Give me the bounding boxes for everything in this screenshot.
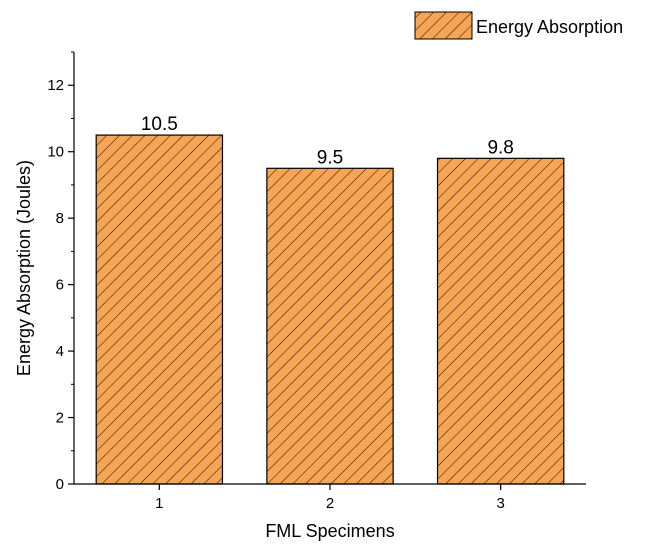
bar-2	[266, 167, 394, 485]
y-tick-label-10: 10	[47, 144, 64, 161]
y-tick-label-6: 6	[56, 277, 64, 294]
y-tick-label-8: 8	[56, 210, 64, 227]
x-ticks-group: 1 2 3	[155, 484, 505, 512]
x-tick-label-3: 3	[496, 495, 504, 512]
bar-3	[436, 157, 565, 485]
y-tick-label-2: 2	[56, 410, 64, 427]
data-label-2: 9.5	[317, 147, 343, 168]
data-label-3: 9.8	[487, 137, 513, 158]
x-tick-label-2: 2	[326, 495, 334, 512]
bar-1	[95, 134, 224, 485]
data-label-1: 10.5	[141, 114, 178, 135]
legend-label: Energy Absorption	[476, 17, 623, 37]
y-tick-label-12: 12	[47, 77, 64, 94]
x-axis-title: FML Specimens	[265, 521, 394, 541]
y-axis-title: Energy Absorption (Joules)	[14, 160, 34, 376]
x-tick-label-1: 1	[155, 495, 163, 512]
y-tick-label-4: 4	[56, 343, 64, 360]
y-ticks-group: 0 2 4 6 8 10 12	[47, 51, 74, 493]
y-tick-label-0: 0	[56, 476, 64, 493]
bars-group	[95, 134, 565, 485]
legend-swatch	[414, 11, 473, 40]
data-labels-group: 10.5 9.5 9.8	[141, 114, 514, 168]
legend: Energy Absorption	[414, 11, 623, 40]
